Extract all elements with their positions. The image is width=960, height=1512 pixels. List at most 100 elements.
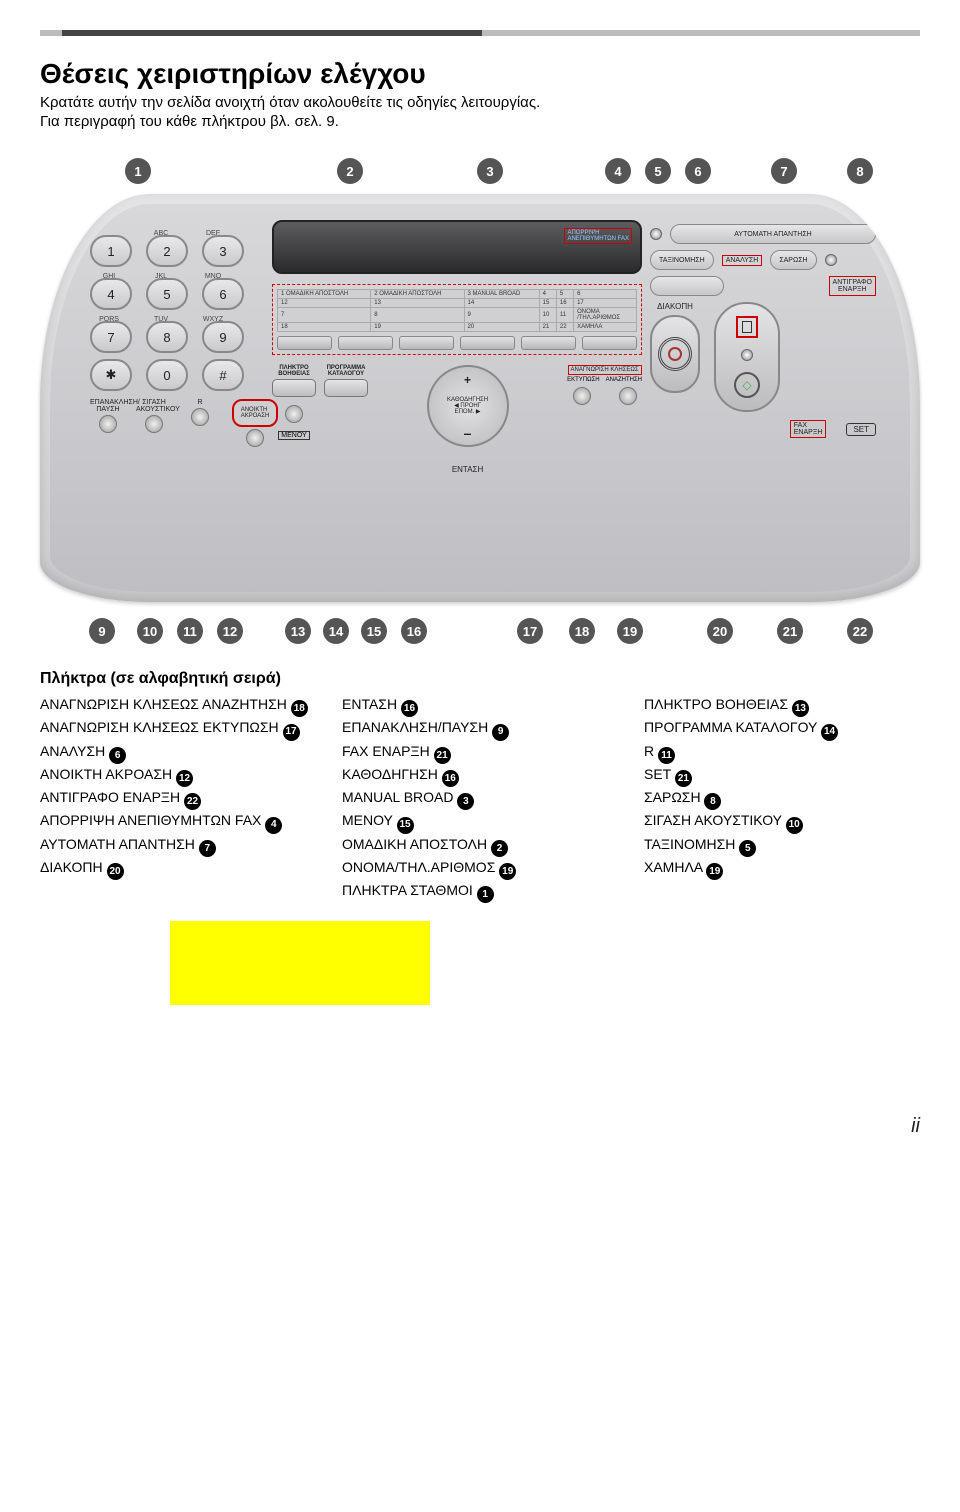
- help-dot[interactable]: [285, 405, 303, 423]
- print-button[interactable]: [573, 387, 591, 405]
- callout-circle: 8: [847, 158, 873, 184]
- station-cell: 15: [539, 299, 556, 308]
- callout-circle: 18: [569, 618, 595, 644]
- under-key-label: ΣΙΓΑΣΗΑΚΟΥΣΤΙΚΟΥ: [136, 399, 172, 413]
- led-icon: [741, 349, 753, 361]
- page-title: Θέσεις χειριστηρίων ελέγχου: [40, 58, 920, 90]
- station-cell: 18: [278, 323, 371, 332]
- page-number: ii: [40, 1115, 920, 1138]
- keypad-key[interactable]: 1: [90, 235, 132, 267]
- yellow-highlight: [170, 921, 430, 1005]
- station-cell: ΧΑΜΗΛΑ: [574, 323, 637, 332]
- key-list-item: ΚΑΘΟΔΗΓΗΣΗ 16: [342, 764, 618, 787]
- station-button[interactable]: [460, 336, 515, 350]
- station-cell: 22: [556, 323, 573, 332]
- set-label: SET: [846, 423, 876, 436]
- stop-label: ΔΙΑΚΟΠΗ: [657, 302, 693, 311]
- station-table: 1 ΟΜΑΔΙΚΗ ΑΠΟΣΤΟΛΗ2 ΟΜΑΔΙΚΗ ΑΠΟΣΤΟΛΗ3 MA…: [277, 289, 637, 332]
- key-list-item: ΣΑΡΩΣΗ 8: [644, 787, 920, 810]
- key-list-item: ΟΜΑΔΙΚΗ ΑΠΟΣΤΟΛΗ 2: [342, 834, 618, 857]
- subtitle-2: Για περιγραφή του κάθε πλήκτρου βλ. σελ.…: [40, 113, 920, 130]
- station-cell: 4: [539, 290, 556, 299]
- keypad-key[interactable]: 3: [202, 235, 244, 267]
- small-button[interactable]: [99, 415, 117, 433]
- keypad-key[interactable]: 4: [90, 278, 132, 310]
- callout-circle: 9: [89, 618, 115, 644]
- key-list-item: ΕΠΑΝΑΚΛΗΣΗ/ΠΑΥΣΗ 9: [342, 717, 618, 740]
- keypad-key[interactable]: 9: [202, 321, 244, 353]
- station-cell: 2 ΟΜΑΔΙΚΗ ΑΠΟΣΤΟΛΗ: [371, 290, 464, 299]
- search-button[interactable]: [619, 387, 637, 405]
- callout-row-bottom: 910111213141516171819202122: [40, 618, 920, 646]
- callout-circle: 4: [605, 158, 631, 184]
- help-label: ΠΛΗΚΤΡΟΒΟΗΘΕΙΑΣ: [278, 365, 310, 377]
- station-cell: 14: [464, 299, 539, 308]
- resolution-button[interactable]: [650, 276, 724, 296]
- sort-button[interactable]: ΤΑΞΙΝΟΜΗΣΗ: [650, 250, 714, 270]
- station-cell: 12: [278, 299, 371, 308]
- key-list-item: ΑΝΑΓΝΩΡΙΣΗ ΚΛΗΣΕΩΣ ΑΝΑΖΗΤΗΣΗ 18: [40, 694, 316, 717]
- small-button[interactable]: [191, 408, 209, 426]
- station-cell: 6: [574, 290, 637, 299]
- station-cell: 17: [574, 299, 637, 308]
- keypad-key[interactable]: 8: [146, 321, 188, 353]
- keypad-key[interactable]: 6: [202, 278, 244, 310]
- station-button[interactable]: [399, 336, 454, 350]
- help-button[interactable]: [272, 379, 316, 397]
- station-cell: 21: [539, 323, 556, 332]
- under-key-label: R: [182, 399, 218, 406]
- control-panel: ABCDEF123GHIJKLMNO456PQRSTUVWXYZ789✱0#ΕΠ…: [40, 194, 920, 602]
- print-right-label: ΑΝΑΖΗΤΗΣΗ: [606, 377, 642, 383]
- key-list-item: FAX ΕΝΑΡΞΗ 21: [342, 741, 618, 764]
- keypad-key[interactable]: ✱: [90, 359, 132, 391]
- stop-button[interactable]: [650, 315, 700, 393]
- callout-circle: 20: [707, 618, 733, 644]
- key-list-item: ΟΝΟΜΑ/ΤΗΛ.ΑΡΙΘΜΟΣ 19: [342, 857, 618, 880]
- station-button[interactable]: [277, 336, 332, 350]
- callout-row-top: 12345678: [40, 158, 920, 186]
- keypad-key[interactable]: 2: [146, 235, 188, 267]
- small-button[interactable]: [145, 415, 163, 433]
- callout-circle: 16: [401, 618, 427, 644]
- keypad-key[interactable]: 0: [146, 359, 188, 391]
- auto-answer-button[interactable]: ΑΥΤΟΜΑΤΗ ΑΠΑΝΤΗΣΗ: [670, 224, 876, 244]
- callout-circle: 11: [177, 618, 203, 644]
- scan-button[interactable]: ΣΑΡΩΣΗ: [770, 250, 816, 270]
- station-cell: ΟΝΟΜΑ/ΤΗΛ.ΑΡΙΘΜΟΣ: [574, 308, 637, 323]
- key-list-item: SET 21: [644, 764, 920, 787]
- station-cell: 20: [464, 323, 539, 332]
- station-cell: 11: [556, 308, 573, 323]
- station-cell: 7: [278, 308, 371, 323]
- keypad: ABCDEF123GHIJKLMNO456PQRSTUVWXYZ789✱0#ΕΠ…: [90, 230, 278, 447]
- key-list-item: ΜΕΝΟΥ 15: [342, 810, 618, 833]
- list-title: Πλήκτρα (σε αλφαβητική σειρά): [40, 670, 920, 688]
- callout-circle: 13: [285, 618, 311, 644]
- print-left-label: ΕΚΤΥΠΩΣΗ: [567, 377, 600, 383]
- callout-circle: 7: [771, 158, 797, 184]
- callout-circle: 5: [645, 158, 671, 184]
- callout-circle: 14: [323, 618, 349, 644]
- center-block: ΑΠΟΡΡΙΨΗΑΝΕΠΙΘΥΜΗΤΩΝ FAX 1 ΟΜΑΔΙΚΗ ΑΠΟΣΤ…: [272, 220, 642, 474]
- lcd-junk-fax-label: ΑΠΟΡΡΙΨΗΑΝΕΠΙΘΥΜΗΤΩΝ FAX: [564, 228, 632, 244]
- program-button[interactable]: [324, 379, 368, 397]
- keypad-key[interactable]: 5: [146, 278, 188, 310]
- copy-fax-button[interactable]: ◇: [714, 302, 780, 412]
- start-icon: ◇: [734, 372, 760, 398]
- key-list-item: ΑΝΑΓΝΩΡΙΣΗ ΚΛΗΣΕΩΣ ΕΚΤΥΠΩΣΗ 17: [40, 717, 316, 740]
- keypad-key[interactable]: 7: [90, 321, 132, 353]
- key-list-item: R 11: [644, 741, 920, 764]
- callout-circle: 15: [361, 618, 387, 644]
- keypad-key[interactable]: #: [202, 359, 244, 391]
- sp-phone-button[interactable]: [246, 429, 264, 447]
- nav-wheel[interactable]: + ΚΑΘΟΔΗΓΗΣΗ◀ ΠΡΟΗΓ ΕΠΟΜ. ▶ –: [427, 365, 509, 447]
- nav-mid-label: ΚΑΘΟΔΗΓΗΣΗ◀ ΠΡΟΗΓ ΕΠΟΜ. ▶: [447, 397, 488, 415]
- minus-icon: –: [464, 425, 472, 441]
- station-button[interactable]: [582, 336, 637, 350]
- station-button[interactable]: [521, 336, 576, 350]
- callout-circle: 2: [337, 158, 363, 184]
- station-button[interactable]: [338, 336, 393, 350]
- lcd-display: ΑΠΟΡΡΙΨΗΑΝΕΠΙΘΥΜΗΤΩΝ FAX: [272, 220, 642, 274]
- key-list-item: ΔΙΑΚΟΠΗ 20: [40, 857, 316, 880]
- callout-circle: 1: [125, 158, 151, 184]
- key-list-item: MANUAL BROAD 3: [342, 787, 618, 810]
